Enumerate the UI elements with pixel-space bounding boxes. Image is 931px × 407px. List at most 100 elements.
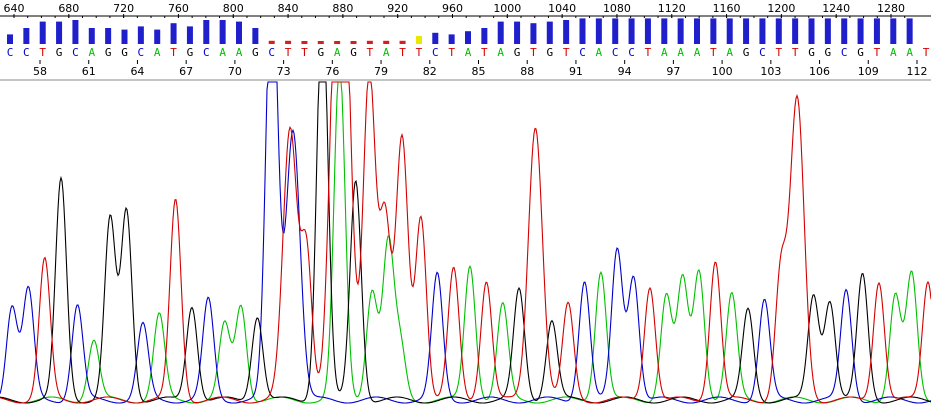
base-call-letter: G bbox=[825, 46, 832, 59]
quality-bar bbox=[137, 26, 144, 44]
base-index-label: 76 bbox=[325, 65, 339, 78]
quality-bar bbox=[268, 40, 275, 44]
quality-bar bbox=[808, 18, 815, 44]
base-index-label: 73 bbox=[277, 65, 291, 78]
base-call-letter: G bbox=[743, 46, 750, 59]
scan-tick-label: 920 bbox=[387, 2, 408, 15]
quality-bar bbox=[301, 41, 308, 44]
quality-bar bbox=[170, 23, 177, 44]
quality-bar bbox=[203, 20, 210, 44]
base-call-letter: C bbox=[579, 46, 586, 59]
quality-bar bbox=[890, 18, 897, 44]
base-index-label: 91 bbox=[569, 65, 583, 78]
base-call-letter: A bbox=[154, 46, 161, 59]
quality-bar bbox=[88, 28, 95, 44]
scan-tick-label: 880 bbox=[332, 2, 353, 15]
quality-bar bbox=[39, 21, 46, 44]
base-index-label: 82 bbox=[423, 65, 437, 78]
quality-bar bbox=[743, 18, 750, 44]
trace-c bbox=[0, 81, 931, 404]
quality-bar bbox=[857, 18, 864, 44]
base-index-label: 67 bbox=[179, 65, 193, 78]
base-index-label: 70 bbox=[228, 65, 242, 78]
base-call-letter: A bbox=[694, 46, 701, 59]
base-index-label: 106 bbox=[809, 65, 830, 78]
quality-bar bbox=[366, 40, 373, 44]
quality-bar bbox=[415, 36, 422, 44]
base-call-letter: A bbox=[88, 46, 95, 59]
quality-bar bbox=[530, 23, 537, 44]
base-call-letter: A bbox=[383, 46, 390, 59]
scan-tick-label: 840 bbox=[278, 2, 299, 15]
quality-bar bbox=[399, 40, 406, 44]
quality-bar bbox=[154, 29, 161, 44]
trace-g bbox=[0, 81, 931, 404]
quality-bar bbox=[383, 40, 390, 44]
quality-bar bbox=[759, 18, 766, 44]
quality-bar bbox=[841, 18, 848, 44]
quality-bar bbox=[72, 20, 79, 44]
base-index-label: 103 bbox=[760, 65, 781, 78]
scan-tick-label: 1120 bbox=[658, 2, 686, 15]
base-call-letter: A bbox=[661, 46, 668, 59]
quality-bar bbox=[579, 18, 586, 44]
quality-bar bbox=[644, 18, 651, 44]
base-call-letter: T bbox=[399, 46, 406, 59]
quality-bar bbox=[23, 28, 30, 44]
base-call-letter: T bbox=[170, 46, 177, 59]
quality-bar bbox=[334, 41, 341, 44]
quality-bar bbox=[694, 18, 700, 44]
base-call-letter: T bbox=[481, 46, 488, 59]
quality-bar bbox=[56, 21, 63, 44]
quality-bar bbox=[546, 21, 553, 44]
base-call-letter: C bbox=[7, 46, 14, 59]
scan-tick-label: 1200 bbox=[767, 2, 795, 15]
base-call-letter: G bbox=[808, 46, 815, 59]
base-call-letter: G bbox=[546, 46, 553, 59]
quality-bar bbox=[432, 32, 439, 44]
quality-bar bbox=[514, 21, 521, 44]
quality-bars bbox=[7, 18, 913, 44]
scan-tick-label: 1000 bbox=[493, 2, 521, 15]
trace-t bbox=[0, 81, 931, 404]
quality-bar bbox=[726, 18, 733, 44]
scan-tick-label: 1240 bbox=[822, 2, 850, 15]
base-call-letter: C bbox=[23, 46, 30, 59]
quality-bar bbox=[481, 28, 488, 44]
base-call-letter: G bbox=[252, 46, 259, 59]
quality-bar bbox=[677, 18, 684, 44]
base-call-letter: T bbox=[285, 46, 292, 59]
base-call-letter: G bbox=[187, 46, 194, 59]
quality-bar bbox=[317, 41, 324, 44]
base-call-letter: G bbox=[317, 46, 324, 59]
quality-bar bbox=[7, 34, 13, 44]
base-call-letter: A bbox=[219, 46, 226, 59]
base-call-letter: T bbox=[710, 46, 717, 59]
base-call-letter: T bbox=[874, 46, 881, 59]
scan-tick-label: 680 bbox=[58, 2, 79, 15]
base-call-letter: C bbox=[268, 46, 275, 59]
base-index-label: 97 bbox=[666, 65, 680, 78]
base-call-letter: T bbox=[367, 46, 374, 59]
quality-bar bbox=[906, 18, 913, 44]
base-index-axis: 58 61 64 67 70 73 76 79 82 85 88 91 94 97 100 103 106 109… bbox=[33, 60, 928, 78]
quality-bar bbox=[448, 34, 455, 44]
base-call-letter: A bbox=[677, 46, 684, 59]
base-index-label: 85 bbox=[472, 65, 486, 78]
scan-tick-label: 720 bbox=[113, 2, 134, 15]
base-call-letter: C bbox=[759, 46, 766, 59]
quality-bar bbox=[563, 20, 570, 44]
scan-position-axis: 640 680 720 760 800 840 880 920 960 1000 1040 1080 1… bbox=[0, 2, 931, 18]
base-call-letter: G bbox=[121, 46, 128, 59]
base-index-label: 58 bbox=[33, 65, 47, 78]
quality-bar bbox=[252, 28, 259, 44]
base-index-label: 112 bbox=[907, 65, 928, 78]
base-call-letter: A bbox=[236, 46, 243, 59]
quality-bar bbox=[612, 18, 619, 44]
base-call-letter: C bbox=[612, 46, 619, 59]
base-call-letter: T bbox=[416, 46, 423, 59]
base-call-letter: T bbox=[301, 46, 308, 59]
quality-bar bbox=[873, 18, 880, 44]
